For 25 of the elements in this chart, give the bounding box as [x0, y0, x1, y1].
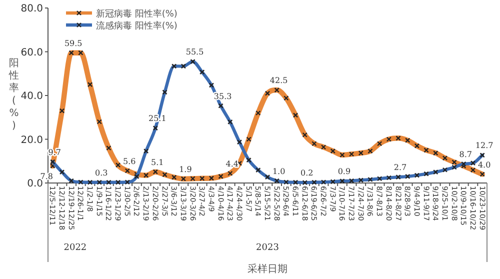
data-label: 1.0	[272, 166, 286, 176]
data-label: 0.2	[300, 168, 314, 178]
y-tick-label: 40.0	[20, 91, 43, 102]
data-label: 0.3	[95, 168, 108, 178]
legend-label: 新冠病毒 阳性率(%)	[96, 8, 178, 20]
data-label: 55.5	[186, 48, 204, 57]
data-label: 12.7	[475, 141, 494, 150]
y-tick-label: 80.0	[20, 4, 43, 14]
data-label: 4.0	[478, 160, 491, 170]
y-tick-label: 0.0	[27, 178, 43, 190]
data-label: 59.5	[64, 38, 82, 48]
text: 2022	[64, 243, 87, 253]
y-tick-label: 60.0	[20, 47, 43, 58]
data-label: 2.7	[394, 163, 407, 172]
text: 2023	[256, 243, 280, 253]
x-axis-title: 采样日期	[248, 263, 288, 275]
data-label: 5.1	[151, 158, 164, 167]
y-axis-title: 阳性率(%)	[8, 58, 19, 132]
data-label: 1.9	[179, 164, 192, 174]
data-label: 42.5	[270, 76, 288, 86]
data-label: 5.6	[123, 156, 136, 166]
data-label: 8.7	[459, 150, 472, 159]
legend-label: 流感病毒 阳性率(%)	[96, 20, 178, 32]
data-label: 0.9	[338, 167, 351, 176]
y-tick-label: 20.0	[20, 134, 43, 146]
